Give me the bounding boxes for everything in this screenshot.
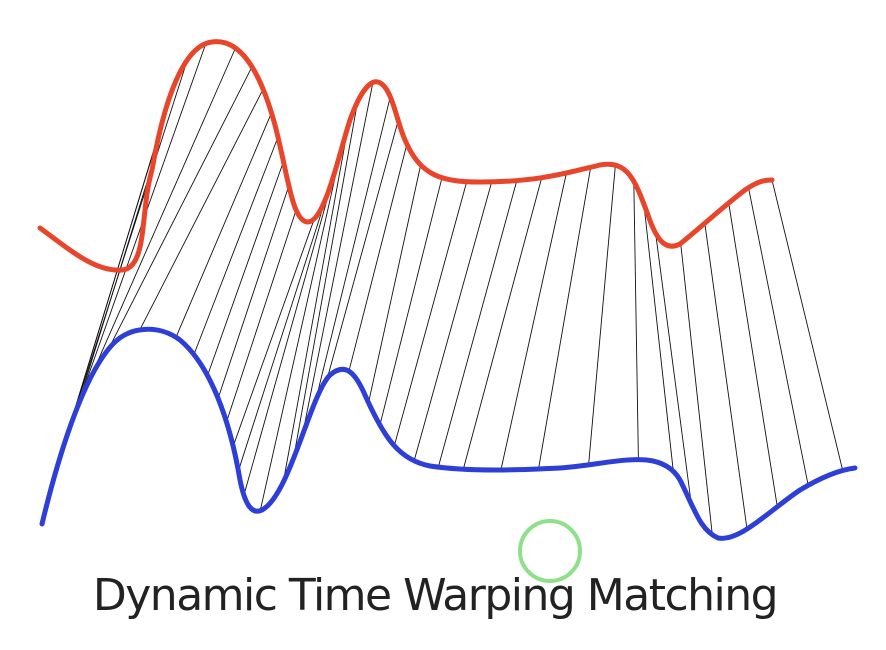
diagram-caption: Dynamic Time Warping Matching	[92, 570, 779, 621]
warping-line	[680, 243, 713, 535]
bottom-series-curve	[39, 326, 858, 541]
warping-line	[65, 59, 188, 440]
warping-line	[73, 43, 207, 416]
warping-line	[193, 136, 279, 355]
warping-line	[655, 233, 692, 505]
warping-line	[771, 179, 844, 471]
warping-line	[217, 185, 290, 399]
warping-line	[462, 177, 543, 470]
warping-line	[315, 96, 391, 401]
warping-line	[88, 47, 236, 382]
warping-line	[139, 88, 264, 331]
warping-line	[748, 187, 809, 486]
warping-line	[348, 143, 408, 372]
top-series-curve	[37, 39, 775, 273]
warping-line	[437, 180, 518, 468]
warping-line	[301, 82, 374, 436]
warping-line	[282, 125, 349, 483]
warping-line	[728, 202, 778, 507]
warping-line	[379, 177, 443, 426]
warping-line	[413, 181, 493, 462]
warping-line	[237, 196, 327, 471]
warping-line	[538, 167, 592, 470]
warping-line	[704, 223, 748, 530]
warping-line	[108, 66, 253, 350]
cursor-highlight-ring	[518, 519, 582, 583]
warping-line	[243, 173, 335, 496]
warping-line	[226, 209, 297, 423]
warping-line	[643, 204, 674, 472]
warping-line	[588, 165, 616, 465]
warping-line	[207, 161, 284, 376]
warping-line	[500, 173, 567, 471]
warping-alignment-lines	[44, 43, 844, 535]
warping-line	[292, 101, 359, 460]
warping-line	[175, 112, 272, 338]
warping-line	[393, 181, 468, 446]
warping-line	[633, 181, 639, 460]
warping-line	[232, 218, 315, 447]
warping-line	[368, 164, 422, 403]
warping-line	[259, 149, 342, 511]
warping-line	[326, 120, 399, 379]
